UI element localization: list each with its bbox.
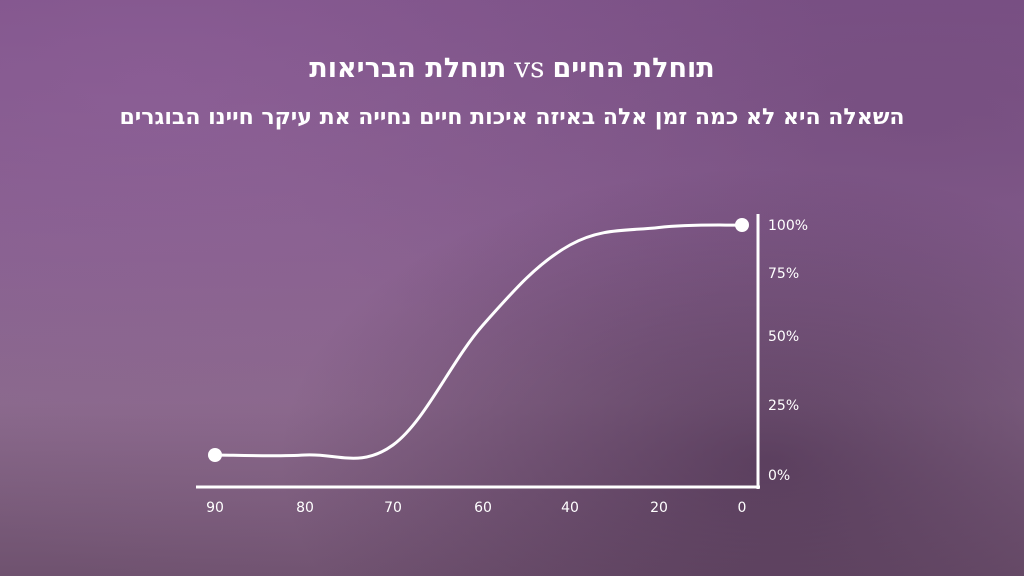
x-tick-label: 90	[206, 500, 224, 516]
start-point-marker	[208, 448, 222, 462]
end-point-marker	[735, 218, 749, 232]
title-vs: vs	[514, 51, 545, 84]
x-tick-label: 60	[474, 500, 492, 516]
series-line	[213, 223, 744, 460]
y-tick-label: 25%	[768, 398, 799, 414]
y-tick-label: 50%	[768, 329, 799, 345]
x-tick-label: 20	[650, 500, 668, 516]
y-tick-label: 75%	[768, 266, 799, 282]
title-life-expectancy: תוחלת החיים	[552, 53, 715, 84]
y-tick-label: 100%	[768, 218, 808, 234]
x-tick-label: 40	[561, 500, 579, 516]
y-tick-label: 0%	[768, 468, 790, 484]
x-tick-label: 80	[296, 500, 314, 516]
x-tick-label: 70	[384, 500, 402, 516]
x-tick-label: 0	[738, 500, 747, 516]
page-title: תוחלת החייםvsתוחלת הבריאות	[0, 48, 1024, 89]
page-subtitle: השאלה היא לא כמה זמן אלה באיזה איכות חיי…	[119, 105, 905, 130]
title-health-expectancy: תוחלת הבריאות	[309, 53, 507, 84]
